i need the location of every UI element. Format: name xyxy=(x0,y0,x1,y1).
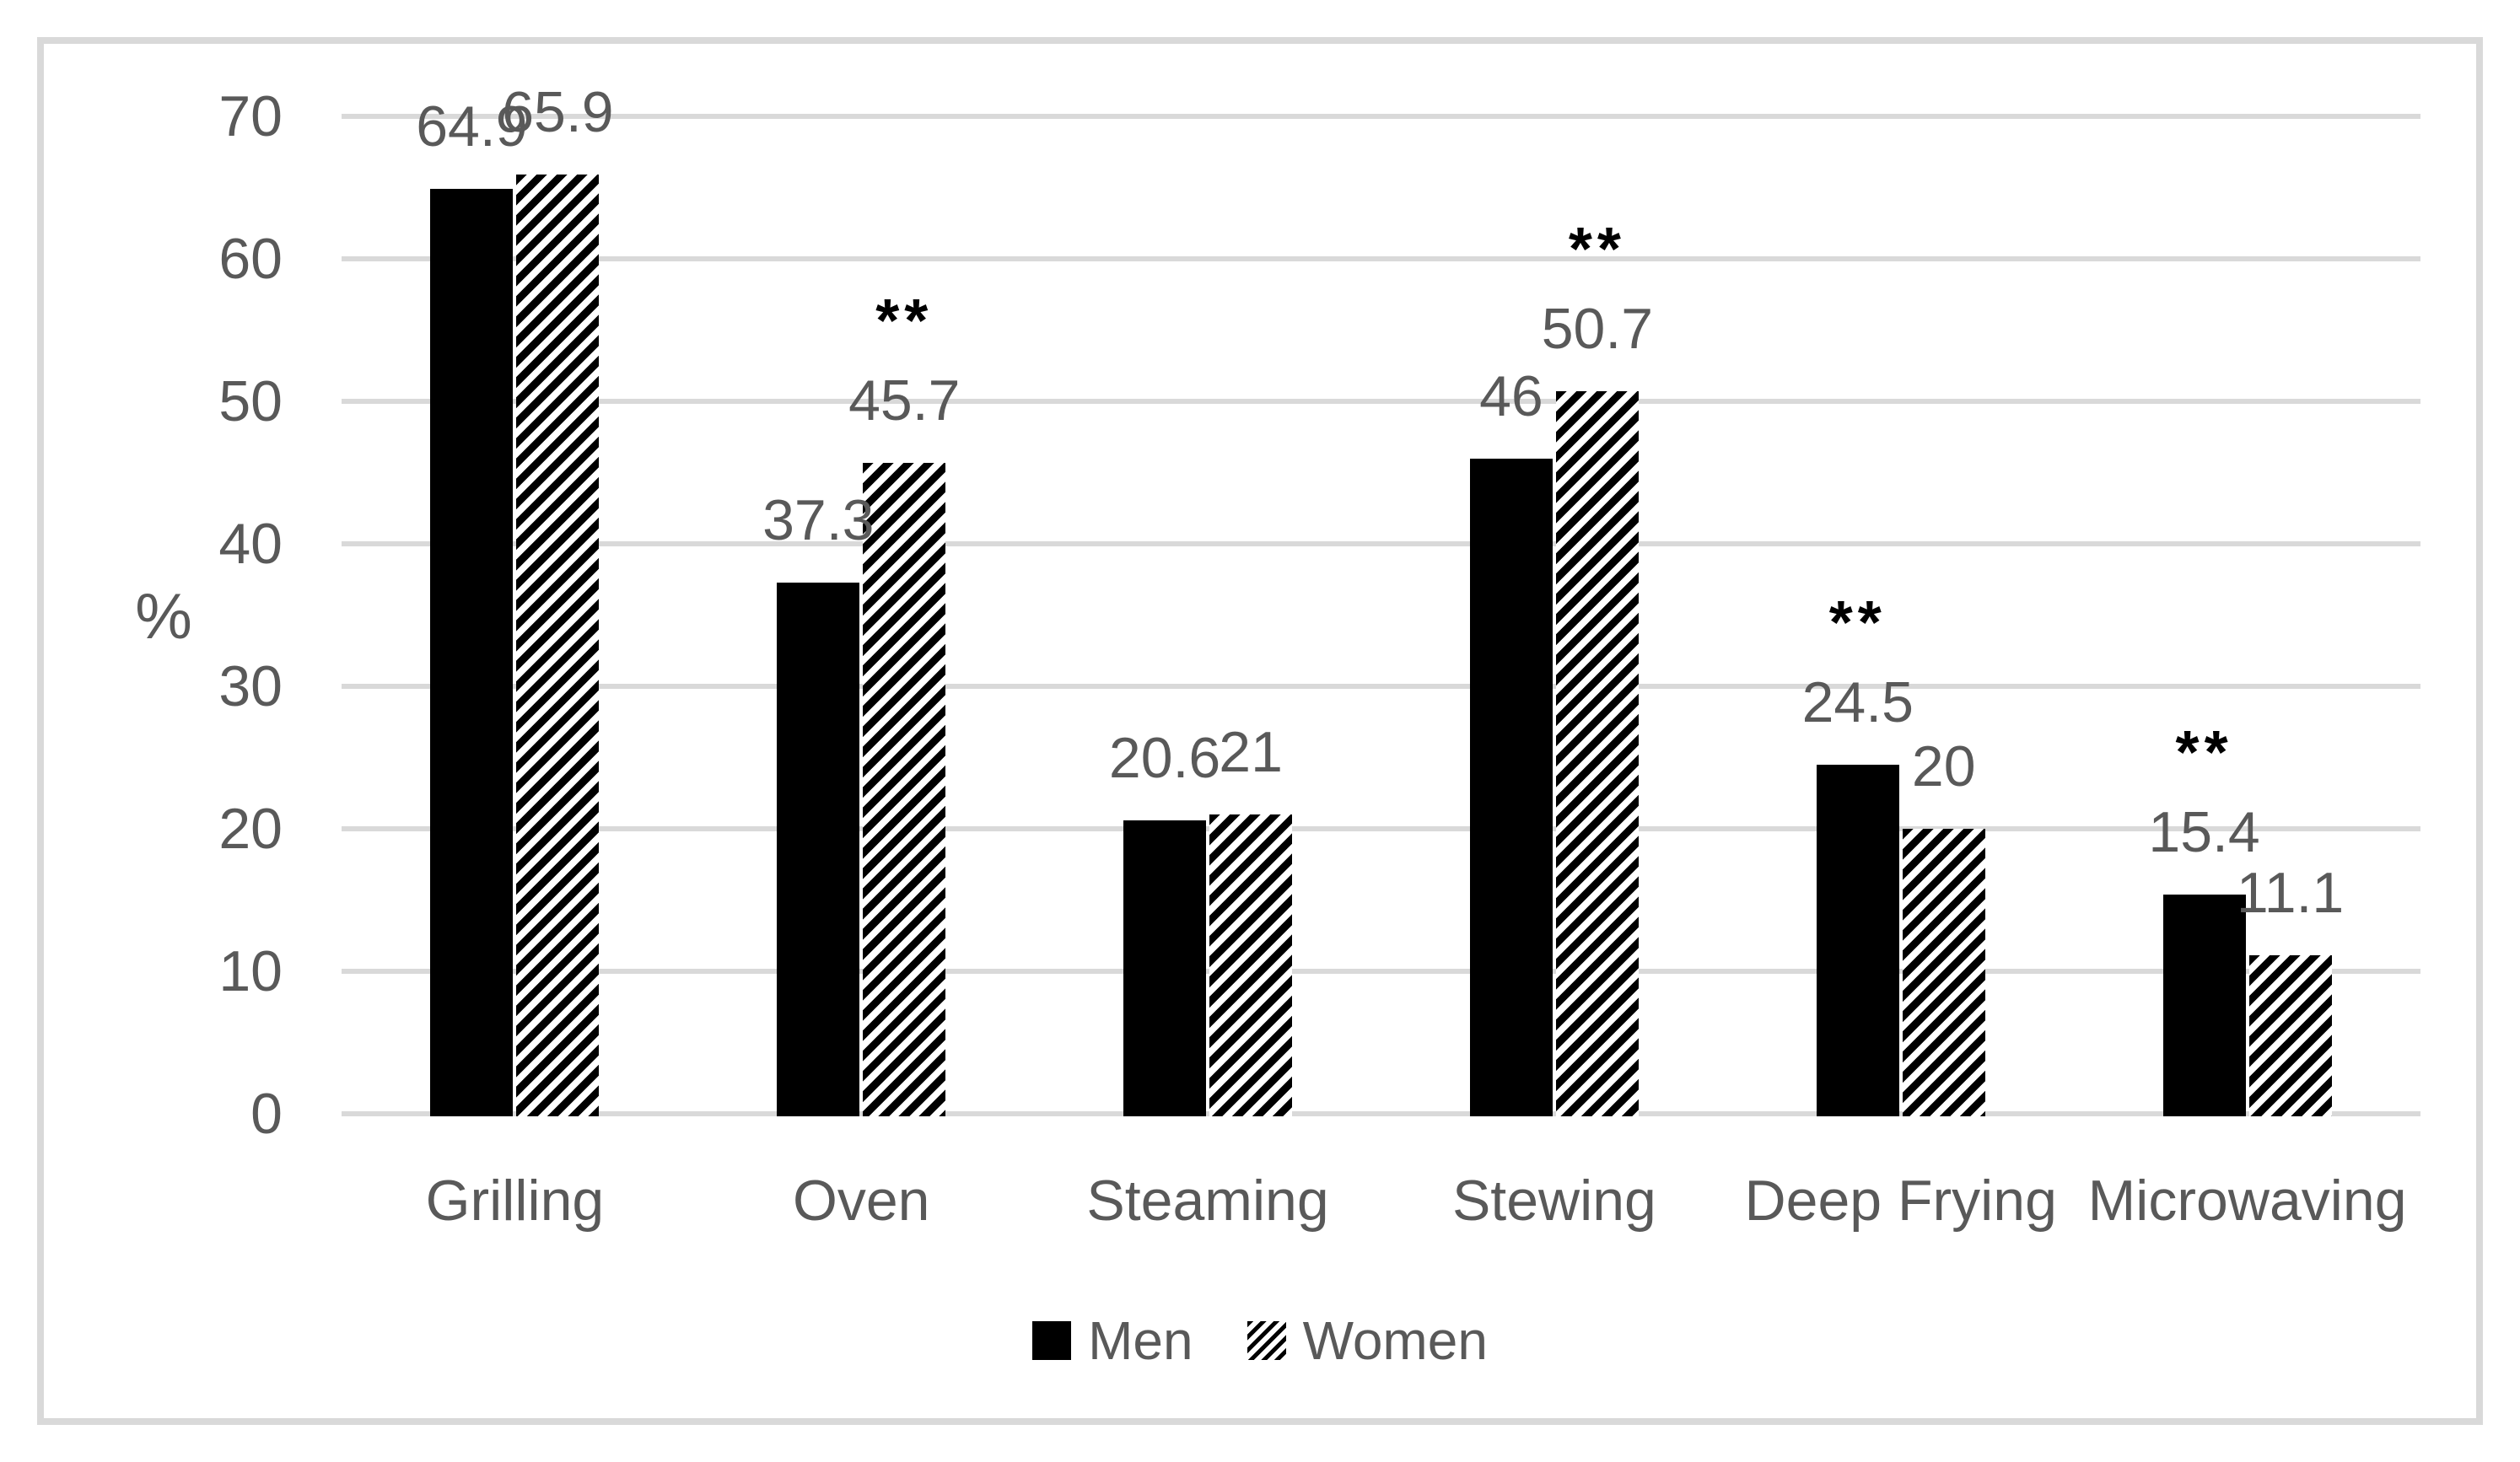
y-tick-label-0: 0 xyxy=(250,1082,283,1146)
women-bar-microwaving xyxy=(2248,955,2332,1116)
y-axis-title: % xyxy=(135,581,192,653)
y-tick-label-30: 30 xyxy=(218,654,283,718)
category-label-steaming: Steaming xyxy=(1086,1169,1329,1233)
y-tick-label-70: 70 xyxy=(218,84,283,148)
men-bar-oven xyxy=(777,582,860,1116)
category-label-deep-frying: Deep Frying xyxy=(1744,1169,2057,1233)
men-value-label-steaming: 20.6 xyxy=(1108,725,1221,790)
men-value-label-deep-frying: 24.5 xyxy=(1801,669,1914,734)
gridline-50 xyxy=(342,399,2420,404)
men-bar-deep-frying xyxy=(1816,764,1899,1116)
significance-marker-stewing: ** xyxy=(1568,216,1626,284)
men-value-label-grilling: 64.9 xyxy=(416,94,528,159)
women-bar-deep-frying xyxy=(1902,829,1985,1116)
women-value-label-oven: 45.7 xyxy=(848,368,961,433)
gridline-20 xyxy=(342,826,2420,831)
y-tick-label-40: 40 xyxy=(218,512,283,576)
category-label-stewing: Stewing xyxy=(1451,1169,1656,1233)
women-value-label-stewing: 50.7 xyxy=(1541,297,1654,362)
men-value-label-microwaving: 15.4 xyxy=(2148,799,2260,864)
gridline-60 xyxy=(342,256,2420,261)
category-label-microwaving: Microwaving xyxy=(2087,1169,2407,1233)
women-bar-steaming xyxy=(1209,814,1293,1116)
legend-item-men: Men xyxy=(1032,1314,1193,1368)
legend-label-men: Men xyxy=(1088,1310,1193,1371)
legend-item-women: Women xyxy=(1247,1314,1488,1368)
women-value-label-grilling: 65.9 xyxy=(502,80,614,145)
women-bar-oven xyxy=(863,462,946,1116)
y-tick-label-20: 20 xyxy=(218,797,283,861)
legend: Men Women xyxy=(0,1314,2520,1368)
y-tick-label-60: 60 xyxy=(218,227,283,291)
legend-label-women: Women xyxy=(1302,1310,1488,1371)
men-value-label-stewing: 46 xyxy=(1479,363,1543,428)
men-value-label-oven: 37.3 xyxy=(762,487,875,552)
women-series-swatch-icon xyxy=(1247,1321,1286,1360)
significance-marker-deep-frying: ** xyxy=(1828,589,1887,657)
gridline-0 xyxy=(342,1111,2420,1116)
men-bar-stewing xyxy=(1469,458,1553,1116)
men-bar-microwaving xyxy=(2162,894,2246,1116)
category-label-grilling: Grilling xyxy=(425,1169,605,1233)
men-series-swatch-icon xyxy=(1032,1321,1072,1360)
gridline-40 xyxy=(342,541,2420,546)
gridline-30 xyxy=(342,684,2420,689)
women-value-label-deep-frying: 20 xyxy=(1911,734,1976,798)
significance-marker-oven: ** xyxy=(875,287,934,355)
y-tick-label-50: 50 xyxy=(218,369,283,433)
women-bar-stewing xyxy=(1555,391,1639,1116)
category-label-oven: Oven xyxy=(792,1169,930,1233)
men-bar-steaming xyxy=(1123,820,1207,1116)
gridline-70 xyxy=(342,114,2420,119)
gridline-10 xyxy=(342,969,2420,974)
women-value-label-steaming: 21 xyxy=(1219,720,1283,785)
women-bar-grilling xyxy=(516,175,600,1116)
women-value-label-microwaving: 11.1 xyxy=(2236,861,2345,926)
significance-marker-microwaving: ** xyxy=(2175,718,2233,787)
y-tick-label-10: 10 xyxy=(218,939,283,1003)
men-bar-grilling xyxy=(430,189,514,1116)
